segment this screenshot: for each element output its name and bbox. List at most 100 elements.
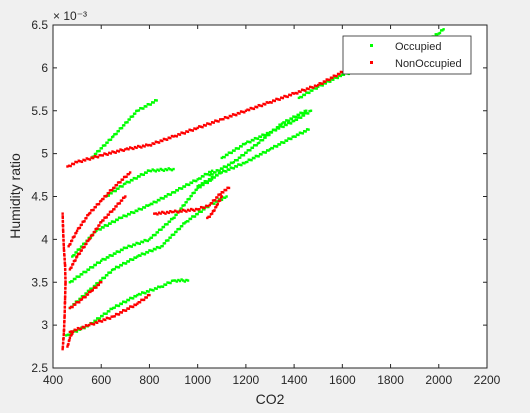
data-point bbox=[67, 245, 70, 248]
data-point bbox=[153, 142, 156, 146]
data-point bbox=[302, 114, 306, 117]
data-point bbox=[228, 168, 231, 171]
data-point bbox=[321, 82, 324, 85]
data-point bbox=[436, 33, 439, 36]
y-tick-label: 5.5 bbox=[31, 104, 48, 118]
data-point bbox=[109, 152, 113, 155]
data-point bbox=[173, 279, 177, 282]
data-point bbox=[183, 132, 187, 135]
data-point bbox=[250, 138, 254, 142]
data-point bbox=[122, 261, 125, 265]
data-point bbox=[244, 142, 248, 145]
data-point bbox=[339, 74, 343, 78]
data-point bbox=[108, 317, 112, 320]
data-point bbox=[102, 312, 106, 315]
data-point bbox=[152, 200, 155, 204]
data-point bbox=[175, 213, 178, 216]
data-point bbox=[318, 82, 321, 85]
data-point bbox=[63, 316, 66, 319]
data-point bbox=[184, 221, 187, 224]
data-point bbox=[109, 254, 113, 257]
y-tick-label: 5 bbox=[41, 147, 48, 161]
data-point bbox=[154, 170, 158, 173]
data-point bbox=[227, 116, 230, 120]
data-point bbox=[150, 288, 154, 292]
data-point bbox=[279, 123, 282, 126]
data-point bbox=[233, 159, 237, 162]
data-point bbox=[123, 214, 127, 218]
data-point bbox=[146, 103, 149, 106]
data-point bbox=[148, 143, 151, 147]
data-point bbox=[100, 279, 103, 282]
data-point bbox=[326, 78, 330, 81]
data-point bbox=[89, 266, 92, 269]
data-point bbox=[301, 114, 304, 117]
data-point bbox=[105, 316, 109, 320]
data-point bbox=[333, 76, 336, 79]
data-point bbox=[153, 169, 156, 172]
data-point bbox=[103, 224, 107, 227]
data-point bbox=[203, 181, 207, 184]
data-point bbox=[180, 207, 183, 210]
data-point bbox=[228, 163, 231, 167]
data-point bbox=[258, 135, 261, 138]
data-point bbox=[208, 173, 211, 177]
data-point bbox=[338, 72, 341, 76]
data-point bbox=[249, 106, 252, 110]
data-point bbox=[145, 296, 148, 299]
data-point bbox=[126, 307, 129, 310]
data-point bbox=[105, 216, 108, 219]
data-point bbox=[61, 212, 64, 215]
x-tick-label: 2000 bbox=[425, 373, 452, 387]
data-point bbox=[110, 192, 113, 195]
data-point bbox=[178, 279, 182, 283]
data-point bbox=[129, 211, 133, 214]
data-point bbox=[299, 95, 302, 99]
data-point bbox=[156, 231, 160, 234]
data-point bbox=[107, 213, 111, 216]
data-point bbox=[64, 282, 67, 286]
data-point bbox=[141, 240, 145, 244]
data-point bbox=[151, 101, 154, 104]
data-point bbox=[130, 296, 133, 300]
data-point bbox=[129, 296, 132, 300]
x-tick-label: 2200 bbox=[474, 373, 501, 387]
data-point bbox=[63, 305, 67, 308]
data-point bbox=[114, 304, 118, 307]
data-point bbox=[87, 323, 91, 327]
data-point bbox=[63, 261, 67, 264]
data-point bbox=[328, 78, 331, 82]
data-point bbox=[109, 138, 113, 141]
data-point bbox=[114, 151, 117, 154]
data-point bbox=[223, 170, 226, 173]
data-point bbox=[61, 341, 65, 344]
y-tick-label: 6.5 bbox=[31, 18, 48, 32]
data-point bbox=[315, 84, 318, 88]
legend-label-occupied: Occupied bbox=[395, 41, 441, 53]
data-point bbox=[75, 330, 79, 333]
data-point bbox=[89, 287, 92, 290]
data-point bbox=[283, 94, 286, 98]
data-point bbox=[154, 233, 157, 237]
data-point bbox=[106, 310, 110, 313]
data-point bbox=[261, 133, 264, 136]
legend-box bbox=[342, 35, 472, 75]
legend-label-nonoccupied: NonOccupied bbox=[395, 58, 462, 70]
data-point bbox=[206, 122, 209, 125]
data-point bbox=[249, 141, 252, 144]
data-point bbox=[156, 140, 159, 144]
data-point bbox=[131, 258, 135, 261]
data-point bbox=[282, 125, 285, 129]
data-point bbox=[299, 111, 302, 114]
data-point bbox=[61, 223, 65, 227]
data-point bbox=[329, 80, 332, 83]
data-point bbox=[291, 135, 294, 138]
data-point bbox=[96, 317, 99, 320]
data-point bbox=[70, 330, 73, 333]
data-point bbox=[89, 211, 92, 215]
data-point bbox=[82, 270, 85, 274]
data-point bbox=[145, 171, 148, 174]
data-point bbox=[127, 172, 131, 176]
data-point bbox=[195, 188, 198, 191]
data-point bbox=[294, 91, 297, 95]
